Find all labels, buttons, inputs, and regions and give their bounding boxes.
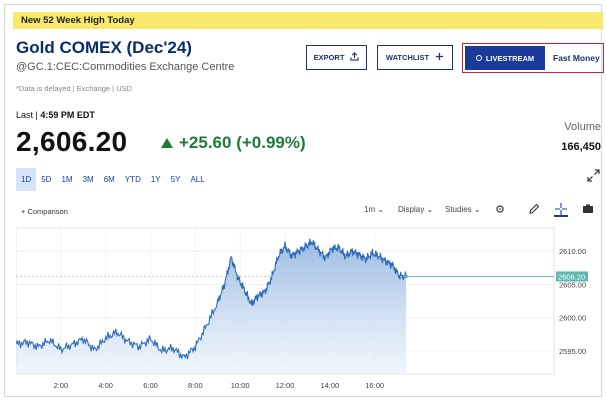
livestream-button[interactable]: LIVESTREAM [465,46,545,70]
price-line [16,238,407,360]
intraday-price-chart[interactable]: 2595.00 2600.00 2605.00 2610.00 2:00 4:00 6:00… [16,224,604,394]
last-price-tag [556,271,588,282]
price-change-value: +25.60 (+0.99%) [179,133,306,152]
chart-toolbar: + Comparison 1m ⌄ Display ⌄ Studies ⌄ ⚙ [16,200,604,222]
display-label: Display [398,205,425,214]
y-tick-label: 2605.00 [559,280,586,289]
last-label-prefix: Last | [16,110,38,120]
pencil-icon[interactable] [527,203,541,217]
livestream-panel: LIVESTREAM Fast Money [462,43,604,73]
volume-value: 166,450 [561,141,601,153]
studies-select[interactable]: Studies ⌄ [445,205,481,214]
watchlist-button[interactable]: WATCHLIST [377,45,453,70]
studies-label: Studies [445,205,472,214]
week-high-banner: New 52 Week High Today [13,12,603,29]
range-tab-1y[interactable]: 1Y [150,175,161,184]
range-tab-all[interactable]: ALL [190,175,205,184]
x-tick-label: 6:00 [143,381,158,390]
expand-icon[interactable] [587,169,600,182]
chevron-down-icon: ⌄ [426,205,434,214]
x-tick-label: 14:00 [320,381,339,390]
banner-text: New 52 Week High Today [21,15,135,26]
chevron-down-icon: ⌄ [473,205,481,214]
export-button[interactable]: EXPORT [306,45,367,70]
x-tick-label: 4:00 [98,381,113,390]
y-tick-label: 2595.00 [559,347,586,356]
x-tick-label: 16:00 [365,381,384,390]
y-tick-label: 2610.00 [559,247,586,256]
range-tab-ytd[interactable]: YTD [124,175,141,184]
watchlist-label: WATCHLIST [385,53,430,62]
display-select[interactable]: Display ⌄ [398,205,433,214]
chevron-down-icon: ⌄ [377,205,385,214]
last-price-tag-label: 2606.20 [558,272,585,281]
price-change: +25.60 (+0.99%) [161,133,306,153]
plus-icon [435,52,444,63]
camera-icon[interactable] [581,203,595,217]
export-label: EXPORT [313,53,345,62]
last-trade-label: Last | 4:59 PM EDT [16,110,95,120]
live-dot-icon [475,55,482,61]
delayed-note: *Data is delayed | Exchange | USD [16,84,133,93]
up-arrow-icon [161,138,173,148]
time-range-tabs: 1D 5D 1M 3M 6M YTD 1Y 5Y ALL [16,168,210,191]
range-tab-6m[interactable]: 6M [103,175,115,184]
x-tick-label: 8:00 [188,381,203,390]
x-tick-label: 2:00 [54,381,69,390]
price-area [16,238,407,374]
gear-icon[interactable]: ⚙ [495,204,505,216]
quote-title: Gold COMEX (Dec'24) [16,38,192,57]
interval-label: 1m [364,205,376,214]
livestream-label: LIVESTREAM [485,53,535,63]
range-tab-1d[interactable]: 1D [16,168,37,191]
last-trade-time: 4:59 PM EDT [40,110,95,120]
range-tab-1m[interactable]: 1M [61,175,73,184]
range-tab-5d[interactable]: 5D [41,175,52,184]
crosshair-icon[interactable] [554,203,568,217]
y-tick-label: 2600.00 [559,314,586,323]
range-tab-5y[interactable]: 5Y [170,175,181,184]
comparison-button[interactable]: + Comparison [21,207,68,216]
x-tick-label: 10:00 [231,381,250,390]
quote-subtitle: @GC.1:CEC:Commodities Exchange Centre [16,61,235,73]
export-icon [350,52,360,63]
x-tick-label: 12:00 [276,381,295,390]
fast-money-link[interactable]: Fast Money [553,53,600,63]
last-price: 2,606.20 [16,126,128,157]
volume-label: Volume [564,121,601,133]
range-tab-3m[interactable]: 3M [82,175,94,184]
interval-select[interactable]: 1m ⌄ [364,205,384,214]
